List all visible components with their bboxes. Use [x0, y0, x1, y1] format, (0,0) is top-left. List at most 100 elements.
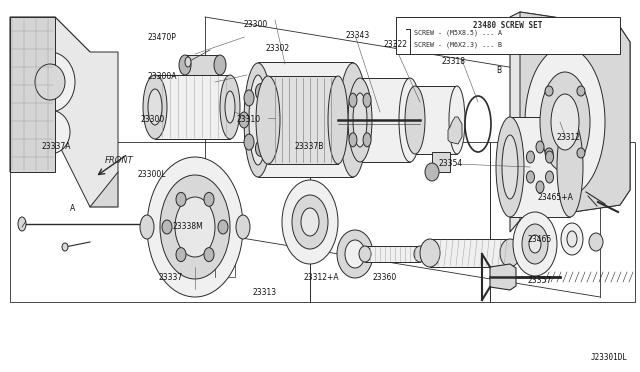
Text: A: A — [70, 204, 76, 213]
Bar — [310, 142, 490, 302]
Ellipse shape — [363, 133, 371, 147]
Text: 23360: 23360 — [372, 273, 397, 282]
Text: 23318: 23318 — [442, 57, 465, 66]
Text: 23312: 23312 — [557, 133, 580, 142]
Ellipse shape — [545, 151, 554, 163]
Ellipse shape — [249, 75, 267, 165]
Text: 23480 SCREW SET: 23480 SCREW SET — [473, 21, 542, 30]
Ellipse shape — [536, 141, 544, 153]
Bar — [365, 246, 420, 262]
Ellipse shape — [513, 212, 557, 276]
Bar — [360, 78, 410, 162]
Ellipse shape — [62, 243, 68, 251]
Bar — [185, 55, 220, 75]
Ellipse shape — [204, 192, 214, 206]
Text: 23465+A: 23465+A — [538, 193, 573, 202]
Text: 23465: 23465 — [528, 235, 552, 244]
Ellipse shape — [143, 75, 167, 139]
Ellipse shape — [540, 72, 590, 172]
Bar — [432, 152, 450, 172]
Ellipse shape — [425, 163, 439, 181]
Ellipse shape — [148, 89, 162, 125]
Ellipse shape — [363, 93, 371, 107]
Ellipse shape — [239, 112, 249, 128]
Text: 23322: 23322 — [384, 40, 408, 49]
Ellipse shape — [349, 93, 357, 107]
Ellipse shape — [214, 55, 226, 75]
Bar — [155, 75, 230, 139]
Ellipse shape — [545, 171, 554, 183]
Bar — [430, 239, 510, 267]
Ellipse shape — [225, 91, 235, 123]
Ellipse shape — [140, 215, 154, 239]
Polygon shape — [520, 12, 630, 220]
Ellipse shape — [175, 197, 215, 257]
Text: 23312+A: 23312+A — [304, 273, 340, 282]
Ellipse shape — [176, 192, 186, 206]
Ellipse shape — [527, 151, 534, 163]
Text: SCREW - (M5X8.5) ... A: SCREW - (M5X8.5) ... A — [413, 29, 502, 36]
Bar — [195, 247, 235, 277]
Polygon shape — [510, 12, 630, 232]
Ellipse shape — [176, 248, 186, 262]
Ellipse shape — [589, 233, 603, 251]
Ellipse shape — [147, 157, 243, 297]
Ellipse shape — [204, 248, 214, 262]
Ellipse shape — [529, 235, 541, 253]
Text: 23470P: 23470P — [147, 33, 176, 42]
Ellipse shape — [525, 47, 605, 197]
Ellipse shape — [577, 148, 585, 158]
Text: 23300A: 23300A — [147, 72, 177, 81]
Ellipse shape — [282, 180, 338, 264]
Ellipse shape — [179, 55, 191, 75]
Text: 23337B: 23337B — [294, 142, 324, 151]
Ellipse shape — [414, 246, 426, 262]
Text: 23302: 23302 — [266, 44, 290, 53]
Ellipse shape — [255, 140, 266, 156]
Text: 23313: 23313 — [253, 288, 277, 296]
Ellipse shape — [236, 215, 250, 239]
Bar — [10, 17, 55, 172]
Ellipse shape — [522, 224, 548, 264]
Ellipse shape — [244, 63, 272, 177]
Ellipse shape — [345, 240, 365, 268]
Ellipse shape — [420, 239, 440, 267]
Ellipse shape — [35, 64, 65, 100]
Ellipse shape — [25, 52, 75, 112]
Ellipse shape — [551, 94, 579, 150]
Ellipse shape — [244, 90, 254, 106]
Text: FRONT: FRONT — [105, 155, 134, 164]
Text: 23300: 23300 — [141, 115, 165, 124]
Polygon shape — [448, 117, 462, 144]
Ellipse shape — [265, 97, 275, 113]
Ellipse shape — [545, 148, 553, 158]
Ellipse shape — [218, 220, 228, 234]
Ellipse shape — [18, 217, 26, 231]
Ellipse shape — [244, 134, 254, 150]
Ellipse shape — [353, 93, 367, 147]
Ellipse shape — [328, 76, 348, 164]
Text: 23357: 23357 — [528, 276, 552, 285]
Ellipse shape — [160, 175, 230, 279]
Ellipse shape — [256, 76, 280, 164]
Ellipse shape — [337, 230, 373, 278]
Ellipse shape — [577, 86, 585, 96]
Ellipse shape — [339, 63, 367, 177]
Ellipse shape — [405, 86, 425, 154]
Text: 23337A: 23337A — [42, 142, 71, 151]
Bar — [510, 117, 570, 217]
Ellipse shape — [502, 135, 518, 199]
Text: 23354: 23354 — [438, 159, 463, 168]
Ellipse shape — [557, 117, 583, 217]
Ellipse shape — [496, 117, 524, 217]
Ellipse shape — [399, 78, 421, 162]
Polygon shape — [10, 17, 118, 207]
Text: B: B — [496, 66, 501, 75]
Bar — [268, 76, 338, 164]
Bar — [415, 86, 457, 154]
Ellipse shape — [348, 78, 372, 162]
Text: SCREW - (M6X2.3) ... B: SCREW - (M6X2.3) ... B — [413, 42, 502, 48]
Polygon shape — [490, 264, 516, 290]
Ellipse shape — [30, 110, 70, 154]
Ellipse shape — [545, 86, 553, 96]
